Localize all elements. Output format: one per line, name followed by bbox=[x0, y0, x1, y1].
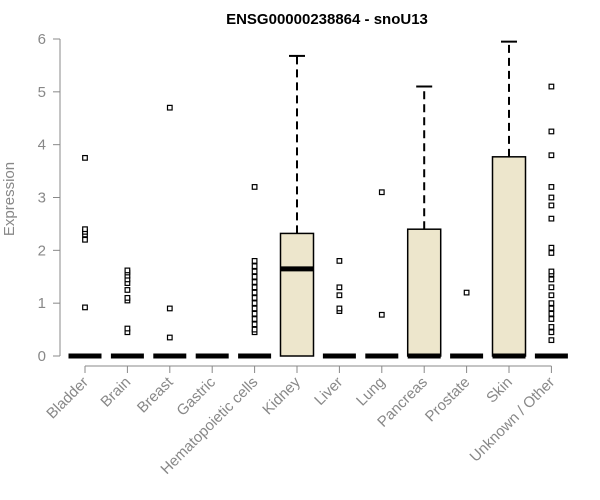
iqr-box bbox=[279, 232, 315, 357]
outlier-point bbox=[251, 300, 258, 307]
box-bladder bbox=[68, 154, 102, 359]
box-brain bbox=[110, 267, 144, 359]
y-axis-label: Expression bbox=[1, 162, 18, 236]
outlier-point bbox=[124, 267, 131, 274]
outlier-point bbox=[463, 289, 470, 296]
y-axis: 0 1 2 3 4 5 6 bbox=[38, 31, 61, 365]
y-tick-label: 5 bbox=[38, 84, 46, 101]
outlier-point bbox=[251, 326, 258, 333]
outlier-point bbox=[548, 202, 555, 209]
outlier-point bbox=[251, 294, 258, 301]
y-tick-label: 2 bbox=[38, 242, 46, 259]
x-tick-label: Kidney bbox=[259, 373, 304, 418]
outlier-point bbox=[548, 194, 555, 201]
outlier-point bbox=[378, 311, 385, 318]
outlier-point bbox=[548, 83, 555, 90]
outlier-point bbox=[548, 310, 555, 317]
outlier-point bbox=[166, 305, 173, 312]
outlier-point bbox=[548, 268, 555, 275]
outlier-point bbox=[251, 284, 258, 291]
x-tick-label: Skin bbox=[483, 374, 516, 407]
outlier-point bbox=[336, 305, 343, 312]
box-unknown-other bbox=[534, 83, 568, 359]
y-tick-label: 4 bbox=[38, 137, 46, 154]
outlier-point bbox=[251, 184, 258, 190]
x-tick-label: Bladder bbox=[43, 374, 92, 423]
outlier-point bbox=[251, 321, 258, 328]
outlier-point bbox=[548, 329, 555, 336]
y-tick-label: 6 bbox=[38, 31, 46, 48]
outlier-point bbox=[251, 316, 258, 322]
outlier-point bbox=[548, 337, 555, 344]
outlier-point bbox=[82, 236, 88, 243]
outlier-point bbox=[124, 287, 131, 293]
outlier-point bbox=[336, 284, 343, 291]
box-hematopoietic-cells bbox=[238, 184, 272, 359]
x-tick-label: Prostate bbox=[422, 374, 474, 426]
outlier-point bbox=[548, 305, 555, 312]
outlier-point bbox=[82, 226, 88, 233]
outlier-point bbox=[548, 284, 555, 291]
outlier-point bbox=[251, 279, 258, 285]
outlier-point bbox=[251, 263, 258, 270]
outlier-point bbox=[548, 292, 555, 299]
outlier-point bbox=[548, 244, 555, 251]
outlier-point bbox=[548, 152, 555, 159]
outlier-point bbox=[251, 305, 258, 312]
outlier-point bbox=[124, 294, 131, 301]
outlier-point bbox=[548, 324, 555, 330]
outlier-point bbox=[124, 325, 131, 332]
outlier-point bbox=[548, 250, 555, 256]
outlier-point bbox=[548, 184, 555, 190]
outlier-point bbox=[251, 273, 258, 280]
outlier-point bbox=[336, 258, 343, 264]
outlier-point bbox=[251, 268, 258, 275]
box-kidney bbox=[279, 54, 315, 357]
chart-title: ENSG00000238864 - snoU13 bbox=[226, 11, 428, 28]
iqr-box bbox=[406, 228, 442, 357]
outlier-point bbox=[251, 289, 258, 296]
box-breast bbox=[153, 104, 187, 359]
box-lung bbox=[365, 189, 399, 359]
x-tick-label: Liver bbox=[311, 374, 346, 409]
boxes-group bbox=[68, 40, 568, 359]
box-liver bbox=[322, 258, 356, 359]
x-tick-label: Brain bbox=[97, 374, 134, 411]
x-tick-label: Lung bbox=[353, 374, 389, 410]
outlier-point bbox=[548, 276, 555, 283]
box-prostate bbox=[450, 289, 484, 359]
outlier-point bbox=[548, 316, 555, 322]
iqr-box bbox=[491, 156, 527, 357]
y-tick-label: 3 bbox=[38, 190, 46, 207]
outlier-point bbox=[82, 304, 88, 311]
outlier-point bbox=[548, 300, 555, 307]
y-tick-label: 0 bbox=[38, 348, 46, 365]
outlier-point bbox=[336, 292, 343, 299]
outlier-point bbox=[166, 104, 173, 111]
outlier-point bbox=[82, 154, 88, 161]
x-tick-label: Breast bbox=[134, 373, 177, 416]
outlier-point bbox=[251, 258, 258, 264]
box-pancreas bbox=[406, 85, 442, 359]
outlier-point bbox=[378, 189, 385, 196]
box-skin bbox=[491, 40, 527, 359]
y-tick-label: 1 bbox=[38, 295, 46, 312]
outlier-point bbox=[166, 334, 173, 341]
outlier-point bbox=[251, 310, 258, 317]
outlier-point bbox=[548, 215, 555, 222]
outlier-point bbox=[548, 128, 555, 135]
